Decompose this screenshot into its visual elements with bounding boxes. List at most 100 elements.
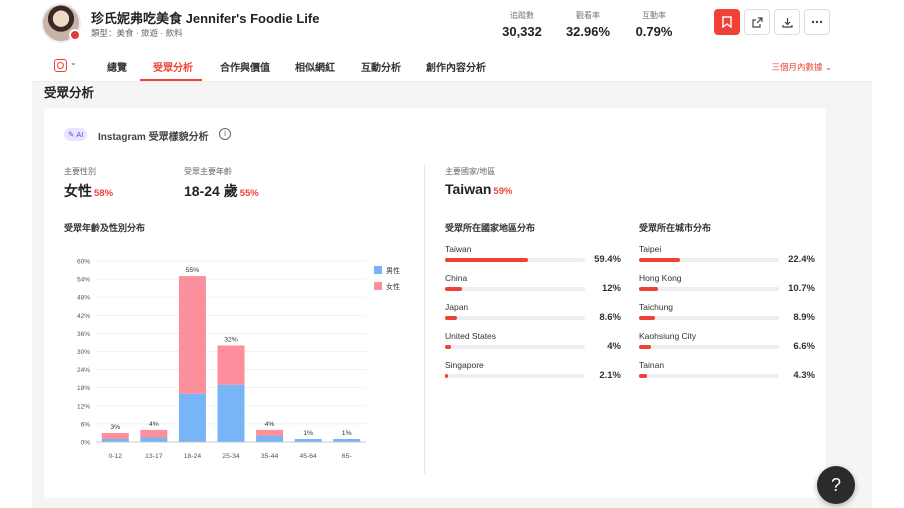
stat-label: 追蹤數 [510, 11, 534, 20]
country-value: Taiwan 59% [445, 181, 512, 197]
progress-fill [639, 374, 647, 378]
instagram-icon[interactable] [54, 59, 67, 72]
instagram-badge-icon [69, 29, 81, 41]
list-item-name: United States [445, 331, 497, 341]
progress-track [445, 287, 585, 291]
list-item: Hong Kong 10.7% [639, 273, 815, 302]
progress-fill [445, 316, 458, 320]
influencer-name: 珍氏妮弗吃美食 Jennifer's Foodie Life [91, 11, 320, 26]
bar-segment [178, 393, 206, 442]
gender-value: 女性 58% [64, 181, 113, 201]
bar-segment [140, 429, 168, 438]
list-item-name: Kaohsiung City [639, 331, 697, 341]
age-label: 受眾主要年齡 [184, 167, 232, 176]
list-item-pct: 2.1% [599, 370, 621, 381]
bar-segment [140, 437, 168, 442]
tab-overview[interactable]: 總覽 [107, 63, 127, 74]
country-pct: 59% [493, 186, 513, 197]
progress-track [639, 374, 779, 378]
section-title: 受眾分析 [44, 86, 95, 100]
stat-engagement-rate: 互動率 0.79% [624, 10, 684, 39]
bar-segment [256, 435, 284, 442]
x-tick-label: 25-34 [222, 453, 240, 460]
list-item-pct: 8.9% [793, 312, 815, 323]
age-text: 18-24 歲 [184, 183, 238, 199]
stat-label: 觀看率 [576, 11, 600, 20]
list-item-name: Hong Kong [639, 273, 682, 283]
data-label: 3% [110, 424, 120, 431]
data-label: 4% [265, 421, 275, 428]
help-button[interactable]: ? [817, 466, 855, 504]
bar-segment [294, 438, 322, 442]
ai-badge-label: AI [76, 130, 84, 139]
tab-engagement[interactable]: 互動分析 [361, 63, 401, 74]
age-value: 18-24 歲 55% [184, 181, 259, 201]
list-item-name: Taichung [639, 302, 674, 312]
legend-label: 女性 [386, 282, 400, 291]
list-item: Taichung 8.9% [639, 302, 815, 331]
bar-segment [101, 432, 129, 439]
tab-content[interactable]: 創作內容分析 [426, 63, 486, 74]
period-selector[interactable]: 三個月內數據 ⌄ [771, 62, 832, 72]
list-item-pct: 22.4% [788, 254, 815, 265]
chart-title: 受眾年齡及性別分布 [64, 223, 146, 233]
bookmark-button[interactable] [714, 9, 740, 35]
download-icon [781, 17, 793, 28]
stat-view-rate: 觀看率 32.96% [558, 10, 618, 39]
list-item-pct: 8.6% [599, 312, 621, 323]
data-label: 4% [149, 421, 159, 428]
progress-fill [445, 345, 451, 349]
legend-swatch [374, 266, 382, 274]
list-item-name: Japan [445, 302, 469, 312]
progress-fill [639, 258, 680, 262]
age-pct: 55% [239, 188, 259, 199]
stat-value: 32.96% [565, 24, 611, 39]
country-label: 主要國家/地區 [445, 167, 496, 176]
list-item: China 12% [445, 273, 621, 302]
x-tick-label: 45-64 [299, 453, 317, 460]
download-button[interactable] [774, 9, 800, 35]
tab-audience[interactable]: 受眾分析 [153, 63, 193, 74]
y-tick-label: 48% [77, 295, 90, 302]
list-item-name: Singapore [445, 360, 484, 370]
list-item-pct: 10.7% [788, 283, 815, 294]
list-item-name: Taipei [639, 244, 662, 254]
progress-fill [639, 287, 659, 291]
sparkle-icon: ✎ [68, 130, 75, 139]
progress-track [445, 345, 585, 349]
ai-badge: ✎ AI [64, 128, 88, 141]
info-icon[interactable]: i [219, 128, 231, 140]
external-link-button[interactable] [744, 9, 770, 35]
list-item: Taipei 22.4% [639, 244, 815, 273]
progress-fill [445, 287, 462, 291]
list-item: Taiwan 59.4% [445, 244, 621, 273]
bar-segment [217, 345, 245, 385]
card-title: Instagram 受眾樣貌分析 [98, 132, 209, 143]
platform-dropdown-icon[interactable]: ⌄ [70, 58, 77, 67]
progress-track [445, 316, 585, 320]
bar-segment [256, 429, 284, 436]
data-label: 55% [186, 267, 200, 274]
bar-segment [217, 384, 245, 442]
tab-similar[interactable]: 相似網紅 [295, 63, 335, 74]
list-item-name: Tainan [639, 360, 665, 370]
stat-label: 互動率 [642, 11, 666, 20]
tab-collaboration[interactable]: 合作與價值 [220, 63, 270, 74]
y-tick-label: 6% [81, 421, 91, 428]
x-tick-label: 18-24 [184, 453, 202, 460]
list-item: United States 4% [445, 331, 621, 360]
progress-track [639, 287, 779, 291]
x-tick-label: 35-44 [261, 453, 279, 460]
bar-segment [333, 438, 361, 442]
list-item-pct: 4.3% [793, 370, 815, 381]
list-item-name: Taiwan [445, 244, 472, 254]
category-label: 類型：美食 · 旅遊 · 飲料 [91, 28, 183, 38]
stat-followers: 追蹤數 30,332 [492, 10, 552, 39]
gender-pct: 58% [94, 188, 114, 199]
more-button[interactable] [804, 9, 830, 35]
progress-track [445, 258, 585, 262]
list-item-pct: 59.4% [594, 254, 621, 265]
x-tick-label: 13-17 [145, 453, 163, 460]
y-tick-label: 30% [77, 349, 90, 356]
stat-value: 30,332 [502, 24, 542, 39]
